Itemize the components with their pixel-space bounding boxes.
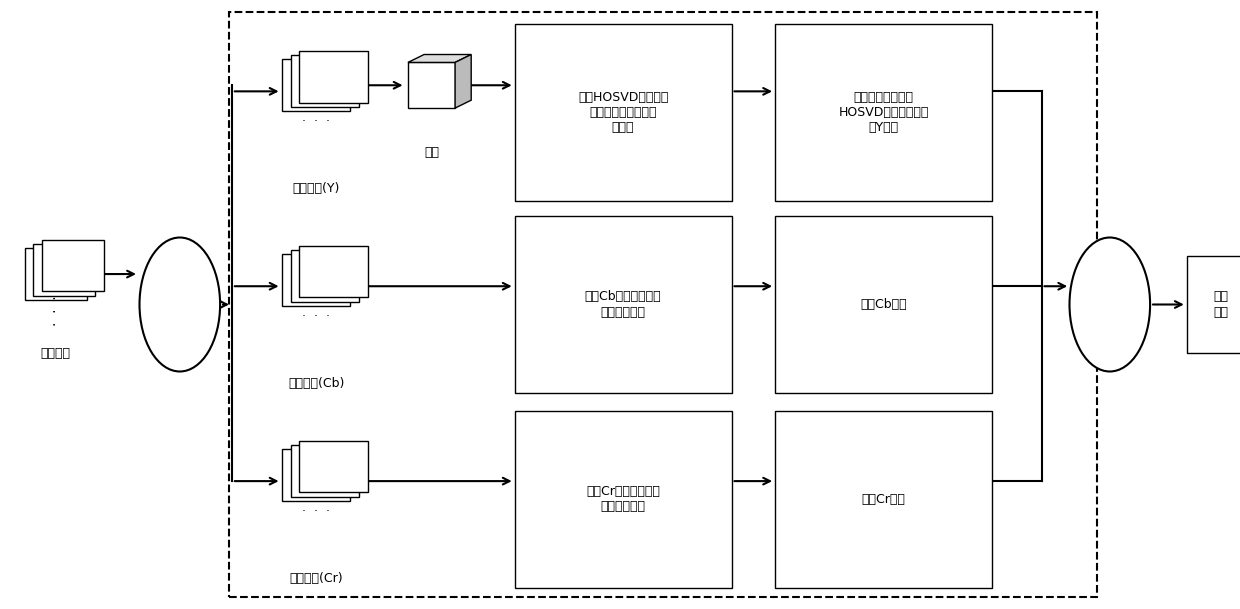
- FancyBboxPatch shape: [300, 245, 368, 297]
- FancyBboxPatch shape: [283, 60, 351, 111]
- FancyBboxPatch shape: [290, 55, 360, 107]
- FancyBboxPatch shape: [1187, 256, 1240, 353]
- Text: 计算Cb通道每个像素
点的融合系数: 计算Cb通道每个像素 点的融合系数: [585, 290, 661, 319]
- Text: ·  ·  ·: · · ·: [48, 295, 63, 326]
- FancyBboxPatch shape: [515, 24, 732, 201]
- Text: 融合Cb通道: 融合Cb通道: [861, 298, 906, 311]
- Text: 计算Cr通道每个像素
点的融合系数: 计算Cr通道每个像素 点的融合系数: [587, 485, 660, 513]
- Text: ·  ·  ·: · · ·: [303, 115, 330, 128]
- Text: 融合Cr通道: 融合Cr通道: [862, 493, 905, 506]
- Text: 构建系数矩阵，对
HOSVD进行逆变换融
合Y通道: 构建系数矩阵，对 HOSVD进行逆变换融 合Y通道: [838, 91, 929, 134]
- FancyBboxPatch shape: [42, 239, 104, 291]
- FancyBboxPatch shape: [283, 449, 351, 501]
- Ellipse shape: [139, 238, 221, 371]
- FancyBboxPatch shape: [775, 411, 992, 588]
- Text: YCbCr
TO
RGB: YCbCr TO RGB: [1094, 288, 1126, 321]
- FancyBboxPatch shape: [775, 216, 992, 393]
- FancyBboxPatch shape: [515, 216, 732, 393]
- Text: RGB
TO
YCbCr: RGB TO YCbCr: [164, 288, 196, 321]
- Ellipse shape: [1069, 238, 1149, 371]
- Text: ·  ·  ·: · · ·: [303, 505, 330, 518]
- Text: 输入图像: 输入图像: [41, 347, 71, 360]
- FancyBboxPatch shape: [515, 411, 732, 588]
- FancyBboxPatch shape: [300, 51, 368, 102]
- FancyBboxPatch shape: [283, 255, 351, 306]
- FancyBboxPatch shape: [290, 250, 360, 301]
- FancyBboxPatch shape: [300, 441, 368, 492]
- Text: ·  ·  ·: · · ·: [303, 310, 330, 323]
- Polygon shape: [408, 55, 471, 63]
- FancyBboxPatch shape: [25, 248, 87, 300]
- Text: 通过HOSVD得到分解
系数，并计算活动等
级测度: 通过HOSVD得到分解 系数，并计算活动等 级测度: [578, 91, 668, 134]
- FancyBboxPatch shape: [408, 63, 455, 108]
- Polygon shape: [455, 55, 471, 108]
- Text: 色度通道(Cr): 色度通道(Cr): [289, 572, 343, 585]
- FancyBboxPatch shape: [33, 244, 95, 295]
- Text: 亮度通道(Y): 亮度通道(Y): [293, 182, 340, 195]
- Text: 张量: 张量: [424, 146, 439, 159]
- Text: 融合
图像: 融合 图像: [1213, 290, 1229, 319]
- FancyBboxPatch shape: [775, 24, 992, 201]
- FancyBboxPatch shape: [290, 445, 360, 497]
- Text: 色度通道(Cb): 色度通道(Cb): [288, 377, 345, 390]
